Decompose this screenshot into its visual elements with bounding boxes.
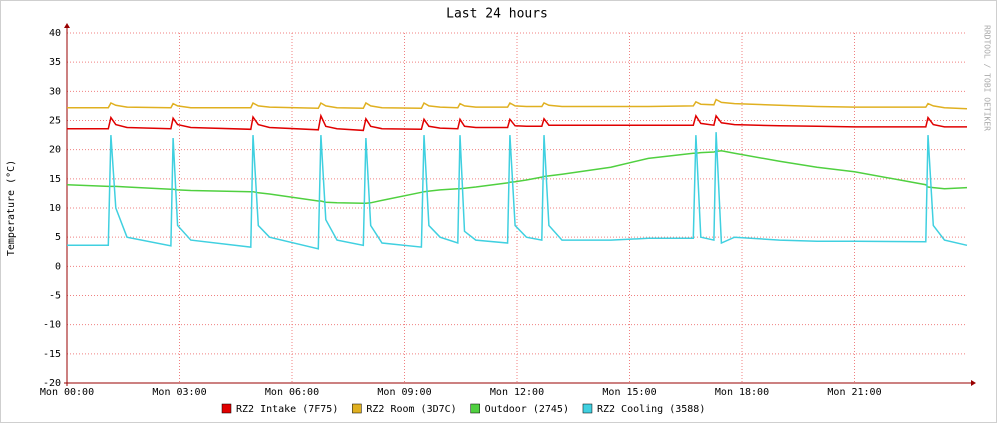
x-tick-label: Mon 03:00 bbox=[152, 387, 206, 398]
series-line bbox=[67, 132, 968, 250]
x-tick-label: Mon 21:00 bbox=[827, 387, 881, 398]
y-tick-label: 30 bbox=[49, 86, 61, 97]
legend-label: RZ2 Cooling (3588) bbox=[597, 404, 705, 415]
series-line bbox=[67, 113, 967, 132]
y-tick-label: 20 bbox=[49, 145, 61, 156]
y-tick-label: -10 bbox=[43, 320, 61, 331]
legend-label: RZ2 Room (3D7C) bbox=[366, 404, 456, 415]
legend-swatch bbox=[352, 403, 362, 414]
axis-arrow bbox=[64, 23, 70, 28]
legend-label: Outdoor (2745) bbox=[485, 404, 569, 415]
legend-swatch bbox=[470, 403, 480, 414]
y-tick-label: -5 bbox=[49, 291, 61, 302]
y-tick-label: 15 bbox=[49, 174, 61, 185]
x-tick-label: Mon 00:00 bbox=[40, 387, 94, 398]
x-tick-label: Mon 18:00 bbox=[715, 387, 769, 398]
x-tick-label: Mon 09:00 bbox=[377, 387, 431, 398]
y-tick-label: -20 bbox=[43, 378, 61, 389]
legend-label: RZ2 Intake (7F75) bbox=[236, 404, 338, 415]
y-tick-label: 40 bbox=[49, 28, 61, 39]
y-tick-label: -15 bbox=[43, 349, 61, 360]
watermark: RRDTOOL / TOBI OETIKER bbox=[983, 25, 992, 131]
chart-title: Last 24 hours bbox=[446, 7, 548, 22]
y-tick-label: 0 bbox=[55, 261, 61, 272]
y-tick-label: 25 bbox=[49, 116, 61, 127]
y-axis-label: Temperature (°C) bbox=[6, 160, 17, 256]
y-tick-label: 10 bbox=[49, 203, 61, 214]
x-tick-label: Mon 12:00 bbox=[490, 387, 544, 398]
legend-swatch bbox=[221, 403, 232, 414]
axis-arrow bbox=[971, 380, 976, 386]
x-tick-label: Mon 06:00 bbox=[265, 387, 319, 398]
series-line bbox=[67, 98, 968, 110]
x-tick-label: Mon 15:00 bbox=[602, 387, 656, 398]
y-tick-label: 35 bbox=[49, 57, 61, 68]
legend-swatch bbox=[582, 403, 593, 414]
y-tick-label: 5 bbox=[55, 232, 61, 243]
